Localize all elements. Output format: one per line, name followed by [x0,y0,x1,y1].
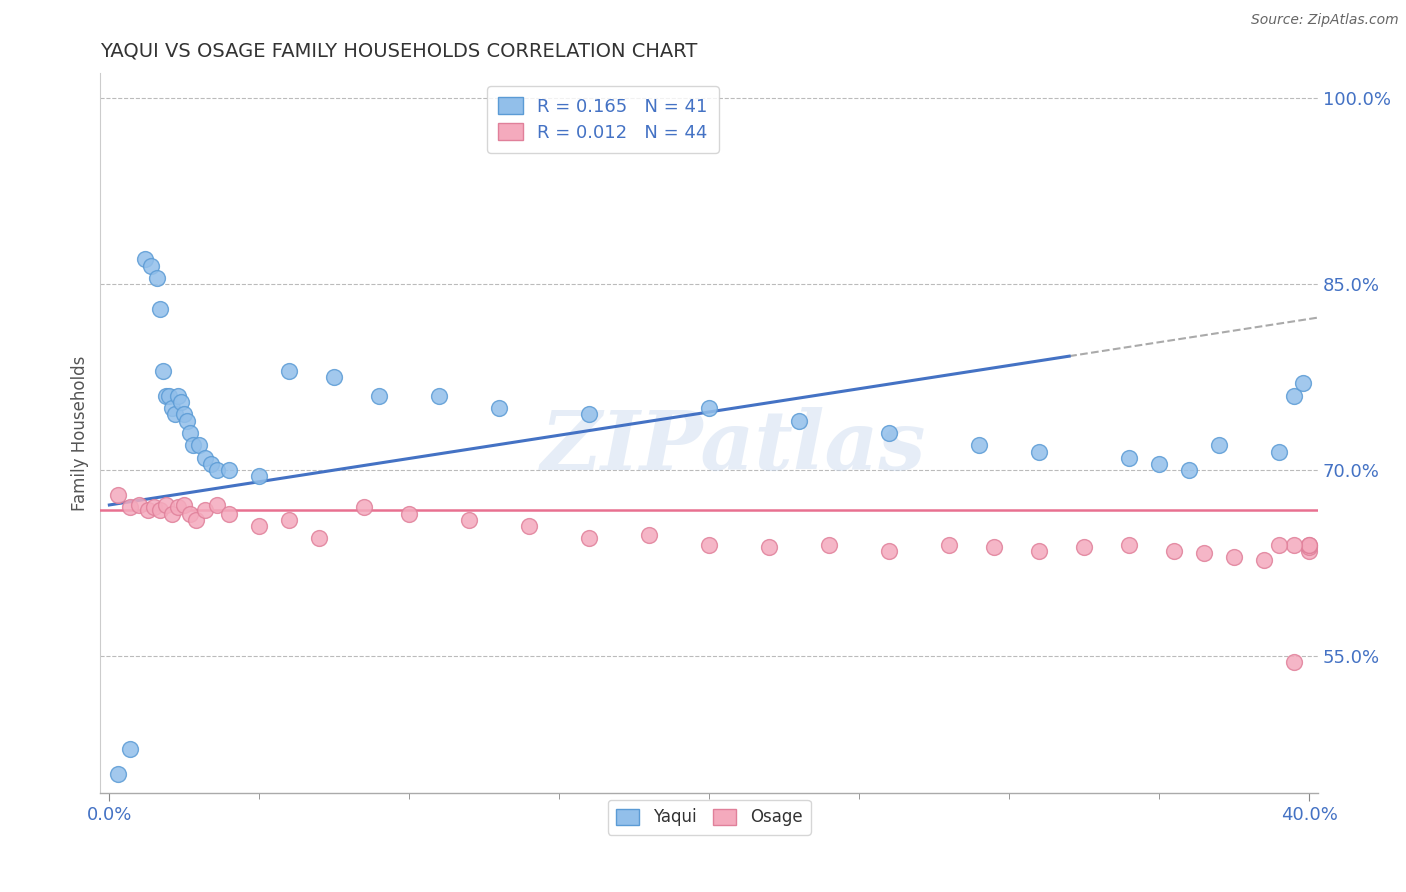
Y-axis label: Family Households: Family Households [72,355,89,511]
Point [1028,444,1050,458]
Point [134,252,156,267]
Point [1178,463,1201,477]
Point [1163,544,1185,558]
Point [983,540,1005,554]
Point [458,513,481,527]
Point [1298,544,1320,558]
Point [697,401,720,416]
Point [758,540,780,554]
Point [149,301,172,316]
Point [155,498,177,512]
Point [120,742,142,756]
Point [218,463,240,477]
Point [427,389,450,403]
Point [578,408,600,422]
Point [1268,538,1291,552]
Point [165,408,187,422]
Point [1253,552,1275,566]
Point [308,532,330,546]
Point [157,389,180,403]
Point [138,503,160,517]
Point [173,408,195,422]
Point [247,519,270,533]
Point [107,488,129,502]
Point [200,457,222,471]
Point [167,389,190,403]
Point [162,507,184,521]
Point [155,389,177,403]
Point [146,271,169,285]
Point [183,438,205,452]
Point [179,425,201,440]
Point [398,507,420,521]
Point [120,500,142,515]
Point [1282,389,1305,403]
Point [167,500,190,515]
Point [207,463,229,477]
Point [170,395,193,409]
Point [152,364,174,378]
Point [638,527,661,541]
Point [877,425,900,440]
Point [186,513,208,527]
Point [179,507,201,521]
Point [578,532,600,546]
Point [517,519,540,533]
Point [967,438,990,452]
Point [323,370,346,384]
Point [278,513,301,527]
Point [1073,540,1095,554]
Point [107,767,129,781]
Point [1208,438,1230,452]
Point [162,401,184,416]
Point [1292,376,1315,391]
Point [207,498,229,512]
Point [1192,546,1215,560]
Point [1298,540,1320,554]
Point [128,498,150,512]
Point [1028,544,1050,558]
Point [368,389,391,403]
Point [218,507,240,521]
Text: Source: ZipAtlas.com: Source: ZipAtlas.com [1251,13,1399,28]
Legend: Yaqui, Osage: Yaqui, Osage [607,800,811,835]
Point [141,259,163,273]
Point [194,450,217,465]
Point [1282,656,1305,670]
Point [1147,457,1170,471]
Point [188,438,211,452]
Point [818,538,841,552]
Point [1118,538,1140,552]
Point [143,500,166,515]
Point [1282,538,1305,552]
Point [1268,444,1291,458]
Point [173,498,195,512]
Point [697,538,720,552]
Point [787,414,810,428]
Point [194,503,217,517]
Text: YAQUI VS OSAGE FAMILY HOUSEHOLDS CORRELATION CHART: YAQUI VS OSAGE FAMILY HOUSEHOLDS CORRELA… [100,42,697,61]
Text: ZIPatlas: ZIPatlas [541,408,927,487]
Point [877,544,900,558]
Point [1223,549,1246,564]
Point [176,414,198,428]
Point [247,469,270,483]
Point [278,364,301,378]
Point [1118,450,1140,465]
Point [938,538,960,552]
Point [1298,538,1320,552]
Point [353,500,375,515]
Point [488,401,510,416]
Point [1298,538,1320,552]
Point [149,503,172,517]
